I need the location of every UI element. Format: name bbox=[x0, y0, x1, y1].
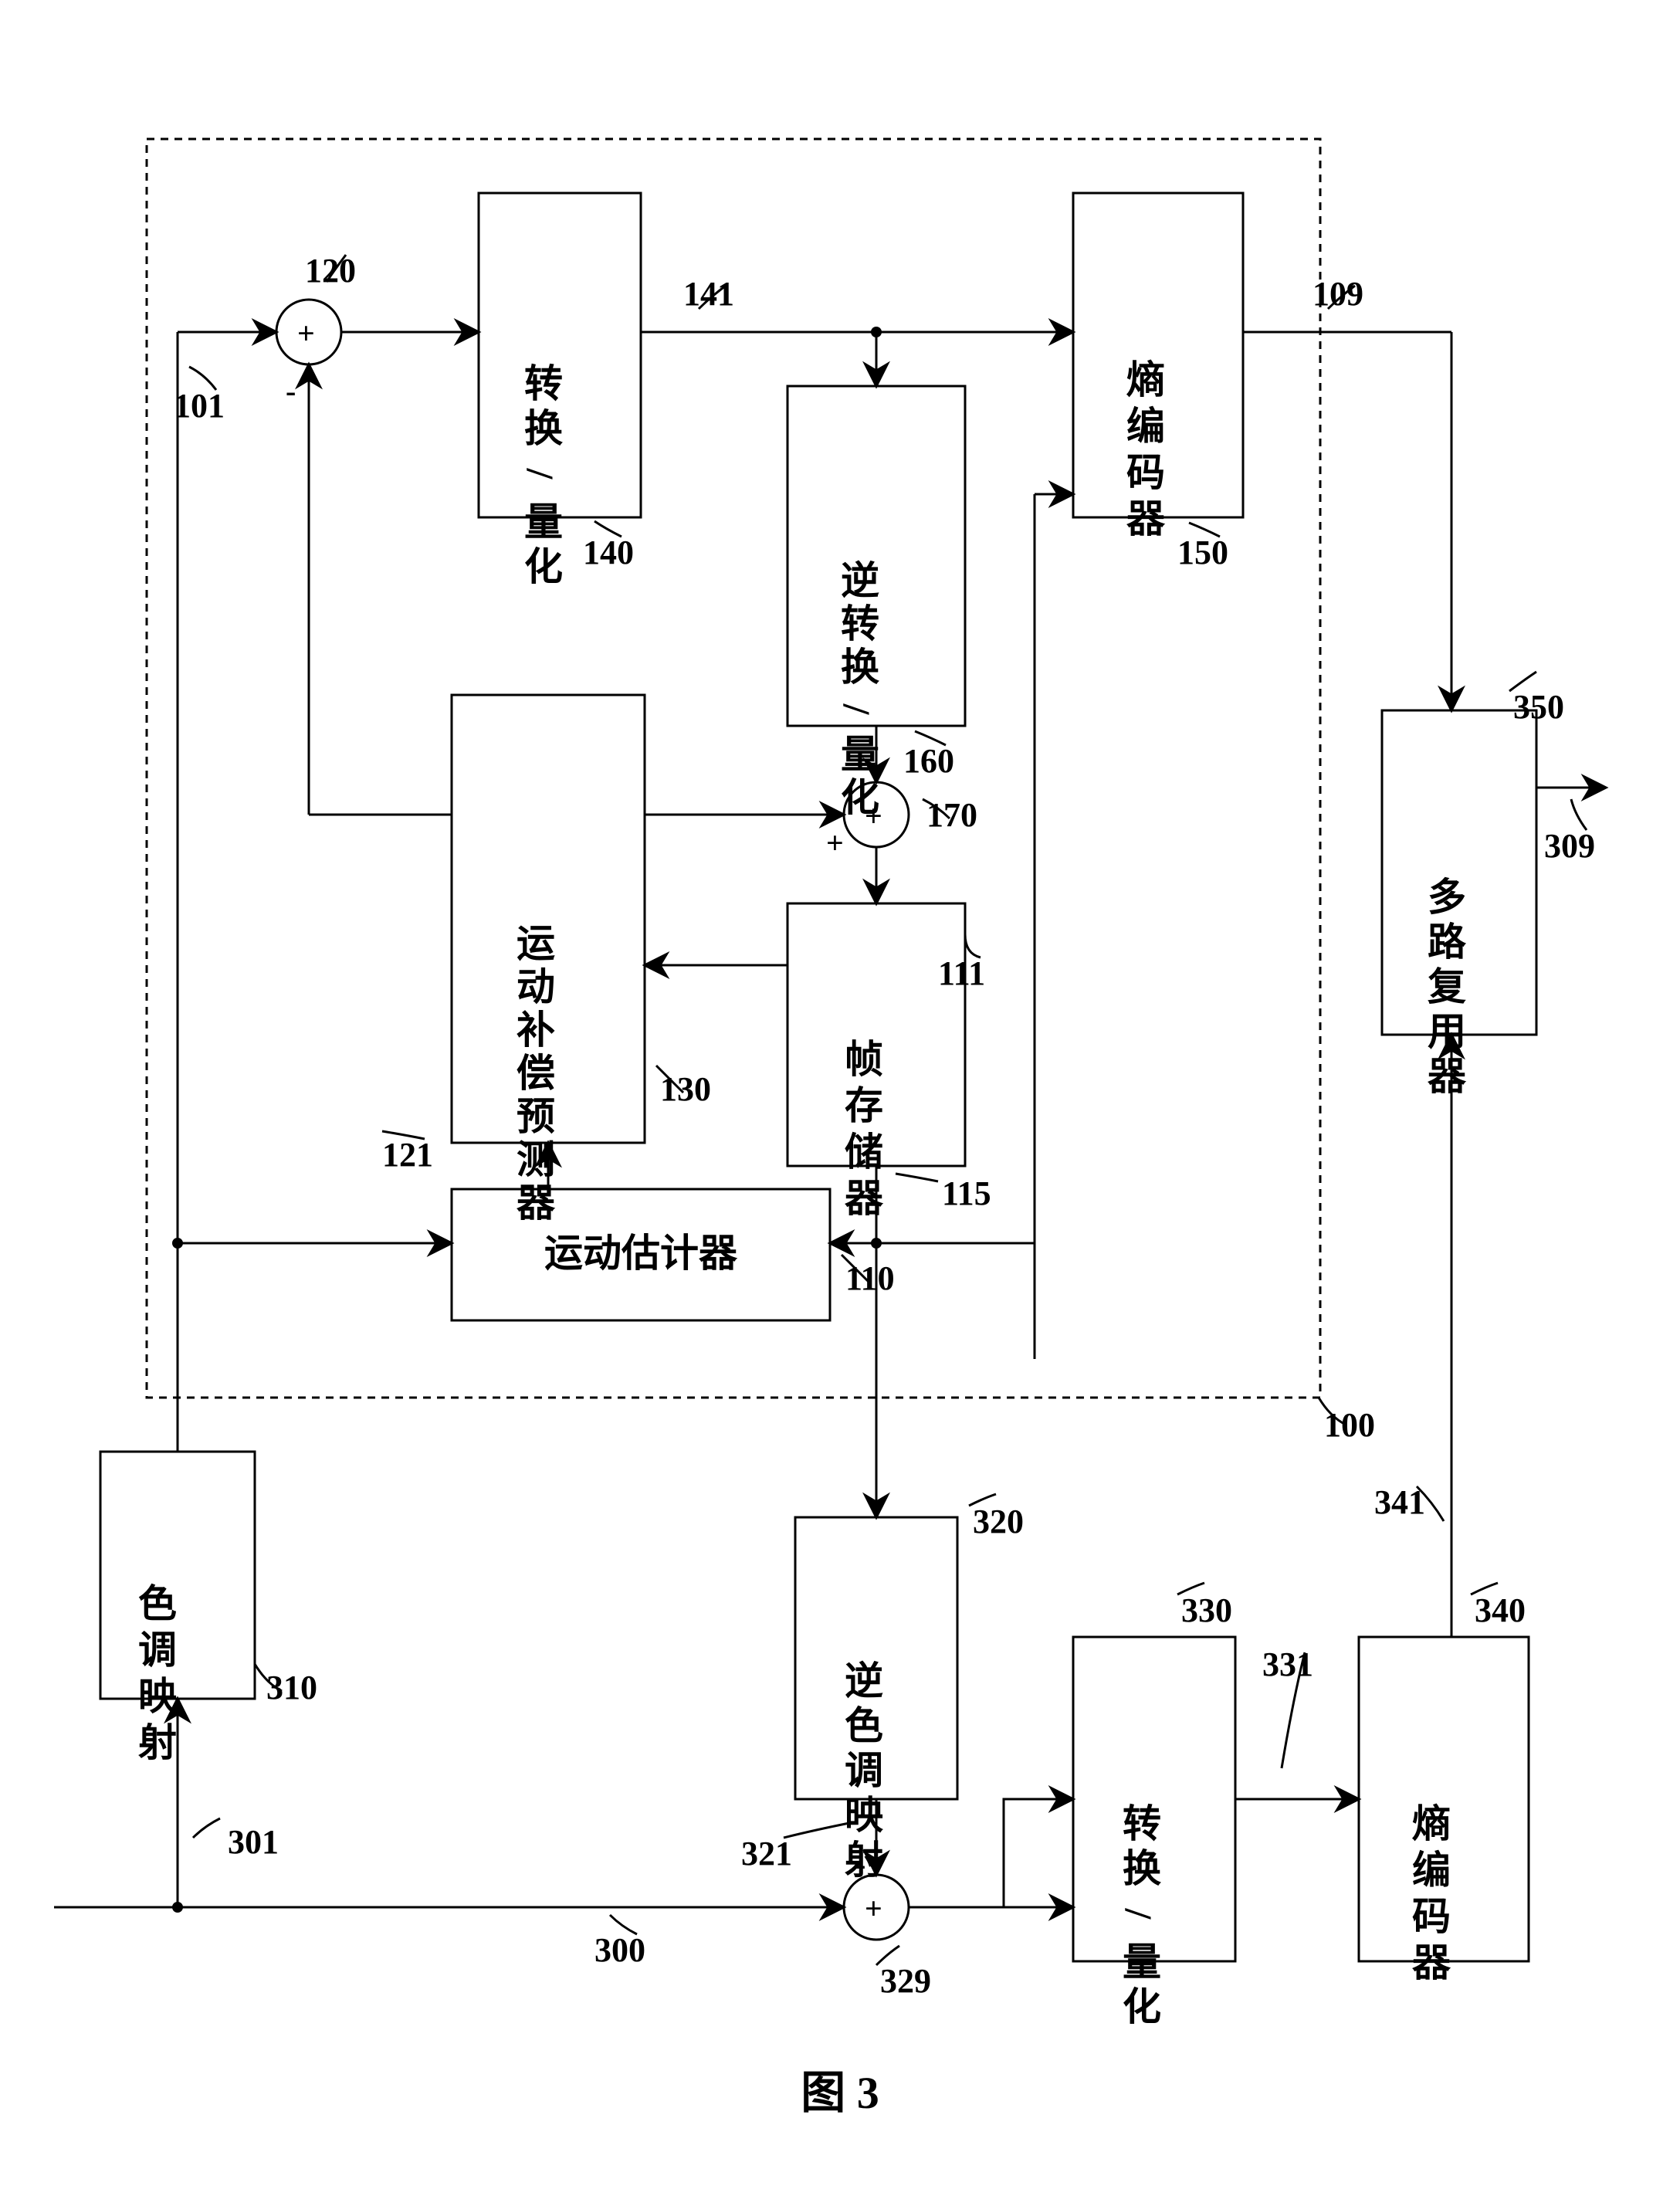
xform-enh-label: 转换 / 量化 bbox=[1117, 1803, 1161, 2031]
label-160: 160 bbox=[903, 742, 954, 780]
svg-text:-: - bbox=[855, 1847, 865, 1882]
label-109: 109 bbox=[1312, 275, 1363, 313]
entropy-top-label: 熵编码器 bbox=[1121, 359, 1166, 544]
label-141: 141 bbox=[683, 275, 734, 313]
label-309: 309 bbox=[1544, 827, 1595, 865]
label-300: 300 bbox=[594, 1931, 645, 1969]
xform-enh-block: 转换 / 量化 330 bbox=[1073, 1583, 1235, 2031]
inv-xform-label: 逆转换 / 量化 bbox=[835, 560, 879, 820]
tone-map-label: 色调映射 bbox=[133, 1583, 177, 1768]
svg-text:+: + bbox=[297, 316, 315, 351]
label-170: 170 bbox=[926, 796, 977, 834]
entropy-top-block: 熵编码器 150 bbox=[1073, 193, 1243, 571]
svg-text:+: + bbox=[865, 798, 882, 833]
wire-to-330 bbox=[1004, 1799, 1073, 1907]
svg-text:-: - bbox=[286, 374, 296, 408]
sum-329: + - 329 bbox=[844, 1847, 931, 2000]
label-120: 120 bbox=[305, 252, 356, 290]
mux-block: 多路复用器 350 bbox=[1382, 672, 1564, 1100]
label-331: 331 bbox=[1262, 1645, 1313, 1683]
sum-120: + - 120 bbox=[276, 252, 356, 408]
svg-text:+: + bbox=[826, 825, 844, 860]
label-301: 301 bbox=[228, 1823, 279, 1861]
label-101: 101 bbox=[174, 387, 225, 425]
label-150: 150 bbox=[1177, 534, 1228, 571]
label-350: 350 bbox=[1513, 688, 1564, 726]
mux-label: 多路复用器 bbox=[1422, 876, 1466, 1100]
entropy-bot-label: 熵编码器 bbox=[1407, 1803, 1451, 1988]
xform-quant-label: 转换 / 量化 bbox=[519, 363, 563, 591]
entropy-bot-block: 熵编码器 340 bbox=[1359, 1583, 1529, 1988]
xform-quant-block: 转换 / 量化 140 bbox=[479, 193, 641, 591]
me-label: 运动估计器 bbox=[544, 1232, 738, 1275]
base-layer-box bbox=[147, 139, 1320, 1398]
label-340: 340 bbox=[1475, 1591, 1526, 1629]
label-111: 111 bbox=[938, 954, 985, 992]
svg-text:+: + bbox=[865, 1891, 882, 1926]
tone-map-block: 色调映射 310 bbox=[100, 1452, 317, 1768]
label-100: 100 bbox=[1324, 1406, 1375, 1444]
label-341: 341 bbox=[1374, 1483, 1425, 1521]
label-115: 115 bbox=[942, 1174, 991, 1212]
mc-pred-block: 运动补偿预测器 130 bbox=[452, 695, 711, 1225]
inv-tone-map-block: 逆色调映射 320 bbox=[795, 1494, 1024, 1884]
label-320: 320 bbox=[973, 1503, 1024, 1540]
label-321: 321 bbox=[741, 1835, 792, 1872]
label-329: 329 bbox=[880, 1962, 931, 2000]
label-140: 140 bbox=[583, 534, 634, 571]
label-121: 121 bbox=[382, 1136, 433, 1174]
label-330: 330 bbox=[1181, 1591, 1232, 1629]
figure-caption: 图 3 bbox=[801, 2068, 879, 2118]
